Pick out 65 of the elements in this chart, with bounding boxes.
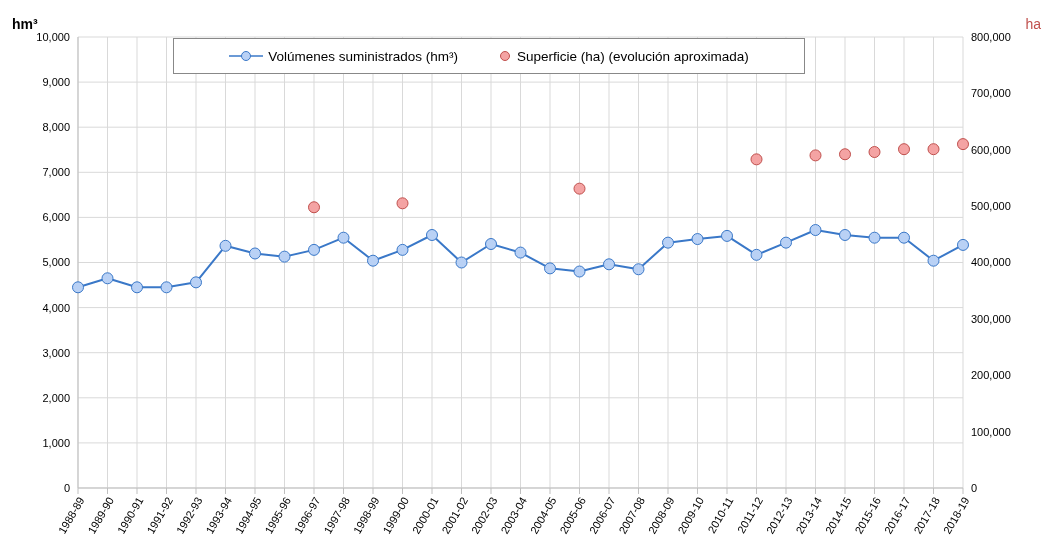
y-tick-label: 7,000 [42, 166, 70, 179]
point [131, 281, 143, 294]
point [868, 146, 881, 159]
y-tick-label: 2,000 [42, 391, 70, 404]
point [278, 250, 291, 263]
y-tick-label: 4,000 [42, 301, 70, 314]
point [337, 231, 350, 244]
legend-label: Volúmenes suministrados (hm³) [268, 48, 458, 64]
point [367, 254, 379, 267]
point [573, 265, 586, 278]
point [927, 143, 940, 156]
point [160, 281, 173, 294]
point [190, 276, 202, 289]
y-tick-label: 0 [63, 481, 70, 494]
y-tick-label: 5,000 [42, 256, 70, 269]
point [809, 224, 822, 237]
y2-tick-label: 500,000 [971, 200, 1011, 213]
point [72, 281, 84, 294]
point [750, 248, 763, 261]
y2-tick-label: 300,000 [971, 312, 1011, 325]
point [396, 243, 409, 256]
point [308, 201, 320, 214]
point [691, 233, 704, 246]
y-tick-label: 6,000 [42, 211, 70, 224]
point [957, 138, 969, 151]
legend-label: Superficie (ha) (evolución aproximada) [516, 48, 749, 64]
y2-tick-label: 800,000 [971, 30, 1011, 43]
point [308, 243, 320, 256]
point [485, 238, 497, 251]
point [839, 148, 851, 161]
point [249, 247, 261, 260]
point [898, 231, 910, 244]
y2-axis-title: ha [1025, 16, 1041, 32]
point [809, 149, 822, 162]
point [219, 239, 232, 252]
y2-tick-label: 600,000 [971, 143, 1011, 156]
point [750, 153, 763, 166]
point [603, 258, 615, 271]
point [868, 231, 881, 244]
y-tick-label: 8,000 [42, 121, 70, 134]
point [662, 236, 674, 249]
point [780, 236, 792, 249]
y2-tick-label: 700,000 [971, 87, 1011, 100]
y-tick-label: 1,000 [42, 436, 70, 449]
y-axis-title: hm³ [12, 16, 38, 32]
point [426, 228, 438, 241]
point [839, 228, 851, 241]
point [927, 254, 940, 267]
point [514, 246, 527, 259]
point [544, 262, 556, 275]
point [721, 229, 733, 242]
y2-tick-label: 400,000 [971, 256, 1011, 269]
point [898, 143, 910, 156]
point [396, 197, 409, 210]
point [957, 238, 969, 251]
point [632, 263, 645, 276]
y2-tick-label: 200,000 [971, 369, 1011, 382]
y2-tick-label: 0 [971, 481, 978, 494]
y-tick-label: 10,000 [36, 30, 70, 43]
y2-tick-label: 100,000 [971, 425, 1011, 438]
point [455, 256, 468, 269]
point [101, 272, 114, 285]
y-tick-label: 9,000 [42, 76, 70, 88]
y-tick-label: 3,000 [42, 346, 70, 359]
point [573, 182, 586, 195]
